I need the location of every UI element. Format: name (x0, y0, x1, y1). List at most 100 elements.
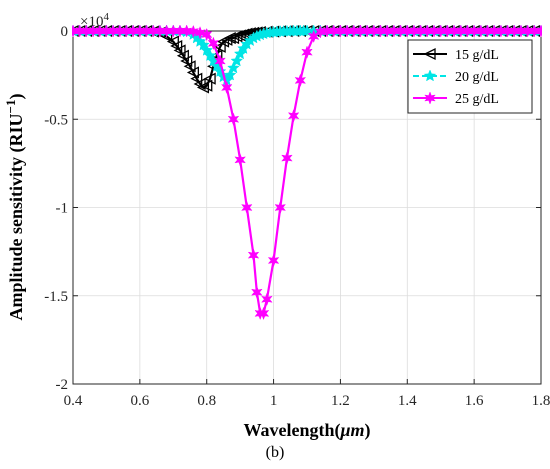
series-point (394, 24, 407, 38)
x-tick-label: 1.6 (465, 393, 484, 409)
series-point (240, 27, 253, 40)
series-point (327, 24, 340, 38)
series-point (167, 24, 180, 38)
series-point (374, 24, 387, 38)
series-point (227, 61, 240, 74)
series-point (521, 24, 534, 38)
series-point (154, 24, 166, 38)
series-point (203, 72, 216, 85)
series-point (207, 36, 220, 51)
series-point (120, 24, 133, 38)
series-point (173, 44, 186, 57)
y-axis-title-sup: −1 (3, 100, 18, 114)
series-point (190, 72, 203, 85)
series-point (421, 24, 434, 38)
series-point (194, 26, 206, 40)
series-point (461, 24, 474, 38)
series-point (241, 200, 253, 215)
legend-marker (424, 91, 436, 105)
series-point (354, 24, 367, 38)
y-tick-label: 0 (61, 24, 69, 40)
series-point (341, 24, 353, 38)
series-point (73, 24, 86, 38)
series-point (140, 24, 153, 38)
series-point (72, 24, 79, 38)
series-point (515, 24, 527, 38)
series-point (481, 24, 494, 38)
series-point (80, 24, 93, 38)
series-point (301, 45, 313, 59)
series-point (166, 35, 179, 48)
series-point (267, 253, 280, 268)
y-tick-label: -1 (56, 201, 69, 217)
series-point (361, 24, 373, 38)
series-point (434, 24, 447, 38)
series-point (254, 306, 267, 321)
series-point (186, 66, 199, 79)
ticks: 0.4 0.6 0.8 1 1.2 1.4 1.6 1.8 0 -0.5 -1 -1.5 -2 (44, 24, 550, 409)
series-point (495, 24, 507, 38)
x-tick-label: 1.4 (398, 393, 417, 409)
series-point (321, 24, 333, 38)
x-axis-title-close: ) (365, 420, 371, 441)
y-tick-label: -0.5 (44, 112, 68, 128)
series-point (251, 285, 263, 299)
x-tick-label: 0.8 (197, 393, 216, 409)
series-point (347, 24, 360, 38)
y-axis-title-close: ) (6, 94, 27, 100)
series-point (454, 24, 467, 38)
legend-label: 25 g/dL (455, 92, 499, 107)
x-tick-label: 1.2 (331, 393, 350, 409)
series-point (113, 24, 126, 38)
series-point (448, 24, 460, 38)
y-multiplier-exponent: 4 (103, 11, 109, 23)
series-group (72, 24, 542, 321)
series-point (334, 24, 347, 38)
x-tick-label: 1.8 (532, 393, 550, 409)
series-3 (72, 24, 542, 321)
figure-caption: (b) (266, 444, 285, 461)
series-point (408, 24, 420, 38)
series-point (223, 68, 237, 81)
series-point (183, 60, 196, 73)
series-point (441, 24, 454, 38)
x-tick-label: 1 (270, 393, 278, 409)
x-axis-title-unit: μm (339, 420, 364, 440)
series-point (475, 24, 487, 38)
series-point (368, 24, 380, 38)
series-point (227, 112, 240, 126)
series-point (134, 24, 146, 38)
series-point (200, 79, 213, 92)
series-point (528, 24, 541, 38)
series-point (180, 24, 193, 38)
series-point (281, 151, 293, 165)
series-point (234, 153, 246, 167)
y-tick-label: -1.5 (44, 289, 68, 305)
x-axis-title: Wavelength(μm) (243, 420, 370, 441)
series-point (214, 54, 226, 68)
series-point (200, 27, 213, 42)
x-tick-label: 0.4 (64, 393, 83, 409)
legend-label: 15 g/dL (455, 48, 499, 63)
series-point (127, 24, 139, 38)
series-point (187, 24, 200, 39)
series-point (247, 248, 260, 262)
series-point (414, 24, 427, 38)
series-point (160, 24, 173, 38)
series-point (170, 39, 183, 53)
series-point (428, 24, 440, 38)
legend-marker (423, 69, 437, 82)
series-point (93, 24, 106, 38)
series-point (257, 306, 270, 321)
series-point (230, 54, 244, 67)
legend-marker (423, 47, 436, 61)
grid (73, 31, 541, 384)
series-point (381, 24, 394, 38)
series-point (100, 24, 113, 38)
series-point (501, 24, 514, 38)
series-point (107, 24, 119, 38)
series-point (388, 24, 400, 38)
series-point (294, 73, 307, 88)
legend-item: 20 g/dL (413, 69, 499, 85)
series-point (261, 292, 273, 307)
